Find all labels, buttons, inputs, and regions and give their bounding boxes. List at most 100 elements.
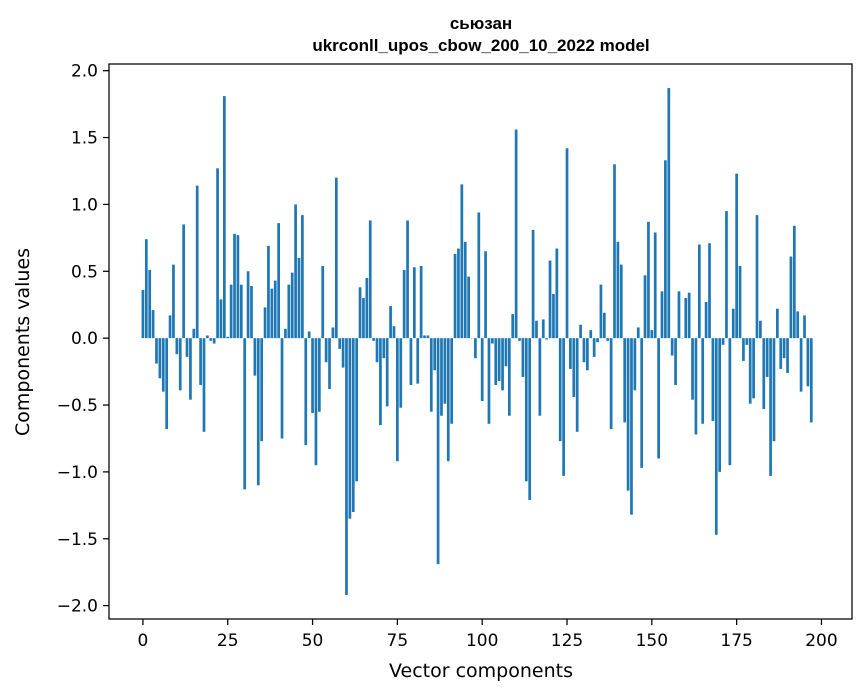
bar: [660, 291, 664, 339]
bar: [239, 284, 243, 339]
x-tick-label: 25: [217, 631, 239, 651]
bar: [185, 338, 189, 357]
bar: [260, 338, 264, 442]
x-tick-label: 100: [466, 631, 498, 651]
bar: [304, 338, 308, 446]
bar: [195, 185, 199, 339]
bar: [803, 315, 806, 339]
y-tick-label: 0.0: [71, 329, 98, 349]
bar: [311, 338, 314, 414]
bar: [582, 338, 586, 363]
bar: [792, 225, 796, 339]
bar: [287, 284, 291, 339]
bar: [619, 264, 623, 339]
bar: [714, 338, 718, 535]
bar: [358, 287, 362, 339]
bar: [345, 338, 348, 595]
bar: [189, 338, 192, 400]
bar: [426, 335, 430, 339]
bar: [209, 338, 213, 341]
bar: [409, 338, 413, 385]
bar: [351, 338, 355, 513]
bar: [233, 233, 236, 339]
bar: [711, 338, 715, 422]
bar: [535, 320, 538, 339]
bar: [253, 338, 257, 376]
bar: [504, 338, 508, 367]
bar: [436, 338, 440, 565]
bar: [172, 264, 175, 339]
bar: [650, 330, 654, 339]
bar: [616, 241, 620, 339]
bar: [796, 311, 800, 339]
bar: [324, 338, 328, 363]
bar: [514, 129, 518, 339]
bar: [457, 248, 460, 339]
bar: [745, 338, 749, 345]
bar: [633, 338, 637, 391]
bar: [528, 338, 532, 500]
bar: [725, 211, 728, 339]
bar: [586, 338, 589, 371]
bar: [538, 338, 542, 416]
bar: [423, 335, 426, 339]
bar: [491, 338, 494, 344]
bar: [199, 338, 202, 385]
bar: [548, 260, 552, 339]
bar: [412, 267, 416, 339]
bar: [596, 338, 599, 343]
bar: [202, 338, 206, 432]
bar: [531, 229, 535, 339]
bar: [480, 338, 484, 402]
bar: [613, 164, 616, 339]
bar: [151, 310, 155, 339]
bar: [385, 338, 389, 407]
bar: [575, 338, 579, 432]
bars-group: [141, 88, 813, 595]
bar: [402, 269, 406, 339]
bar: [236, 235, 240, 339]
y-tick-label: 1.0: [71, 195, 98, 215]
bar: [541, 319, 545, 339]
bar: [786, 338, 789, 373]
bar: [769, 338, 772, 476]
bar: [192, 328, 196, 339]
bar: [636, 327, 640, 339]
bar: [419, 265, 423, 339]
bar: [165, 338, 169, 430]
bar: [222, 96, 226, 339]
bar: [226, 336, 230, 339]
bar: [389, 306, 392, 339]
bar: [782, 338, 786, 359]
bar: [511, 314, 515, 339]
bar: [647, 221, 650, 339]
bar: [609, 338, 613, 430]
bar: [331, 327, 335, 339]
bar: [721, 338, 725, 345]
bar: [178, 338, 182, 391]
bar: [460, 184, 464, 339]
y-tick-label: −2.0: [57, 597, 98, 617]
bar: [463, 241, 467, 339]
bar: [626, 338, 630, 491]
bar: [443, 338, 447, 404]
bar: [406, 220, 409, 339]
bar: [643, 275, 647, 339]
bar: [317, 338, 321, 412]
bar: [759, 320, 762, 339]
bar: [755, 215, 759, 339]
bar: [687, 292, 691, 339]
bar: [691, 338, 694, 400]
bar: [446, 338, 450, 462]
bar: [216, 168, 219, 339]
x-tick-label: 175: [720, 631, 752, 651]
bar: [168, 315, 172, 339]
bar: [799, 338, 803, 392]
bar: [161, 338, 165, 392]
bar: [379, 338, 382, 426]
y-tick-label: −1.5: [57, 530, 98, 550]
bar: [284, 328, 287, 339]
bar: [243, 338, 247, 490]
bar: [806, 338, 810, 387]
